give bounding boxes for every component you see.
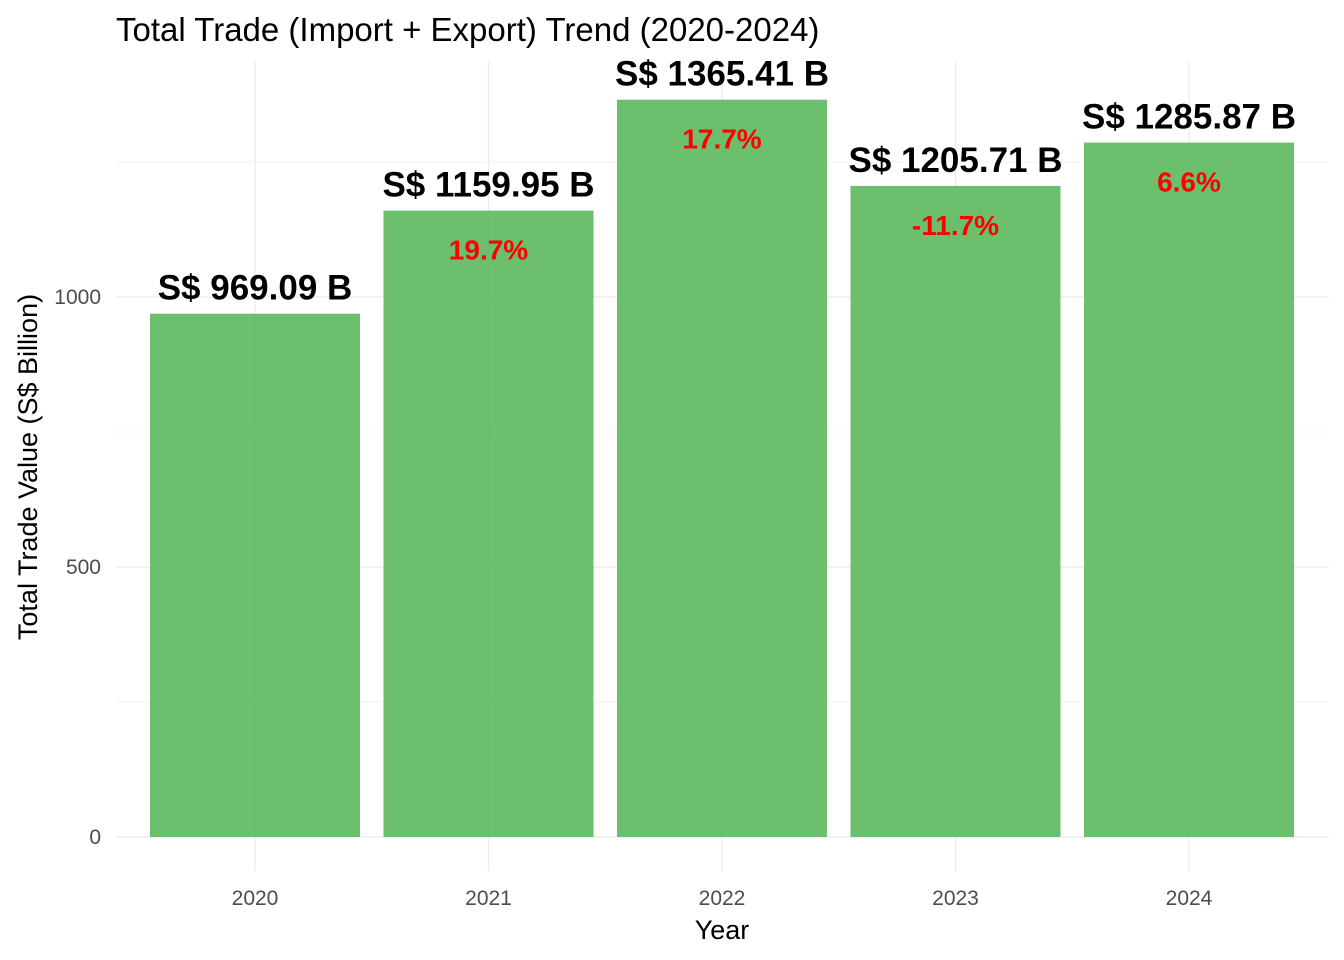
- change-label: 6.6%: [1157, 167, 1221, 198]
- y-tick-label: 1000: [54, 286, 101, 309]
- bar-2021: [383, 210, 594, 837]
- change-label: 17.7%: [682, 124, 761, 155]
- axes: 0 500 1000 2020 2021 2022 2023 2024: [54, 286, 1212, 910]
- x-tick-label: 2021: [465, 887, 512, 910]
- value-label: S$ 1205.71 B: [848, 141, 1062, 180]
- value-label: S$ 1159.95 B: [382, 166, 594, 205]
- bar-labels: S$ 969.09 B S$ 1159.95 B 19.7% S$ 1365.41 B…: [158, 55, 1296, 308]
- value-label: S$ 969.09 B: [158, 269, 353, 308]
- bar-2024: [1084, 142, 1294, 838]
- bar-2022: [617, 99, 827, 838]
- y-tick-label: 0: [89, 826, 101, 849]
- bar-2023: [850, 185, 1061, 837]
- x-tick-label: 2024: [1166, 887, 1213, 910]
- change-label: 19.7%: [449, 235, 528, 266]
- value-label: S$ 1285.87 B: [1082, 98, 1296, 137]
- chart-title: Total Trade (Import + Export) Trend (202…: [116, 11, 819, 48]
- x-tick-label: 2023: [932, 887, 979, 910]
- bars: [150, 99, 1294, 838]
- x-axis-title: Year: [695, 915, 750, 945]
- y-axis-title: Total Trade Value (S$ Billion): [13, 294, 43, 640]
- bar-2020: [150, 313, 360, 837]
- x-tick-label: 2020: [232, 887, 279, 910]
- y-tick-label: 500: [66, 556, 101, 579]
- x-tick-label: 2022: [699, 887, 746, 910]
- value-label: S$ 1365.41 B: [615, 55, 829, 94]
- change-label: -11.7%: [912, 210, 999, 241]
